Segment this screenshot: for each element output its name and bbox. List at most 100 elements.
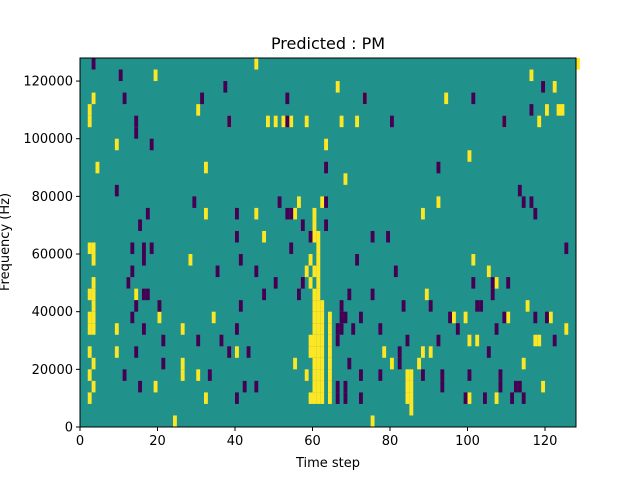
- heatmap-cell-low: [479, 300, 484, 312]
- heatmap-cell-high: [436, 196, 441, 208]
- heatmap-cell-high: [91, 300, 96, 312]
- heatmap-cell-high: [134, 288, 139, 301]
- heatmap-cell-high: [328, 380, 332, 393]
- heatmap-cell-high: [328, 346, 332, 358]
- heatmap-cell-high: [87, 242, 92, 255]
- heatmap-cells: [87, 58, 580, 427]
- y-tick-label: 80000: [32, 190, 73, 205]
- heatmap-cell-high: [316, 242, 321, 255]
- heatmap-cell-high: [297, 196, 301, 208]
- heatmap-cell-high: [308, 346, 313, 358]
- heatmap-cell-high: [409, 380, 414, 393]
- heatmap-cell-high: [304, 265, 309, 278]
- heatmap-cell-low: [545, 311, 549, 324]
- heatmap-cell-high: [91, 380, 96, 393]
- heatmap-cell-high: [87, 104, 92, 116]
- heatmap-cell-low: [324, 196, 329, 208]
- heatmap-cell-high: [328, 334, 332, 347]
- heatmap-cell-low: [246, 346, 251, 358]
- heatmap-cell-high: [316, 380, 321, 393]
- heatmap-cell-high: [180, 357, 185, 370]
- heatmap-cell-low: [235, 207, 239, 220]
- heatmap-cell-low: [564, 242, 569, 255]
- heatmap-cell-high: [552, 81, 557, 93]
- heatmap-cell-low: [335, 334, 340, 347]
- heatmap-cell-high: [320, 323, 325, 335]
- heatmap-cell-low: [359, 369, 363, 381]
- heatmap-cell-high: [312, 380, 317, 393]
- heatmap-cell-high: [266, 115, 270, 128]
- heatmap-cell-low: [343, 380, 348, 393]
- heatmap-cell-high: [273, 115, 278, 128]
- y-tick-label: 60000: [32, 248, 73, 263]
- heatmap-cell-high: [537, 115, 542, 128]
- heatmap-cell-low: [428, 300, 433, 312]
- heatmap-cell-low: [238, 300, 243, 312]
- heatmap-cell-high: [417, 357, 422, 370]
- heatmap-cell-low: [134, 300, 139, 312]
- heatmap-cell-high: [486, 265, 491, 278]
- heatmap-cell-high: [173, 415, 177, 427]
- heatmap-cell-low: [192, 196, 197, 208]
- heatmap-cell-low: [285, 115, 290, 128]
- heatmap-cell-high: [91, 277, 96, 289]
- heatmap-cell-high: [328, 323, 332, 335]
- y-tick-label: 0: [65, 421, 73, 436]
- x-tick-label: 120: [533, 434, 558, 449]
- heatmap-cell-high: [312, 346, 317, 358]
- heatmap-cell-low: [227, 346, 232, 358]
- heatmap-cell-high: [312, 265, 317, 278]
- heatmap-cell-high: [180, 369, 185, 381]
- heatmap-cell-high: [316, 288, 321, 301]
- heatmap-cell-high: [312, 300, 317, 312]
- heatmap-cell-low: [238, 254, 243, 266]
- heatmap-cell-high: [316, 369, 321, 381]
- heatmap-cell-low: [157, 300, 162, 312]
- heatmap-cell-low: [335, 380, 340, 393]
- heatmap-cell-low: [223, 81, 228, 93]
- heatmap-cell-low: [390, 115, 394, 128]
- heatmap-cell-high: [114, 138, 119, 151]
- heatmap-cell-high: [548, 311, 553, 324]
- heatmap-cell-high: [494, 392, 499, 404]
- heatmap-cell-high: [91, 254, 96, 266]
- heatmap-cell-low: [421, 369, 425, 381]
- heatmap-cell-low: [134, 127, 139, 139]
- heatmap-cell-high: [316, 300, 321, 312]
- heatmap-cell-low: [436, 161, 441, 174]
- heatmap-cell-high: [475, 334, 480, 347]
- heatmap-cell-low: [517, 184, 522, 197]
- heatmap-cell-high: [87, 288, 92, 301]
- heatmap-cell-low: [235, 392, 239, 404]
- heatmap-cell-low: [215, 265, 220, 278]
- heatmap-cell-high: [312, 288, 317, 301]
- heatmap-cell-low: [359, 392, 363, 404]
- heatmap-cell-low: [490, 277, 495, 289]
- heatmap-cell-low: [436, 334, 441, 347]
- heatmap-cell-high: [320, 392, 325, 404]
- heatmap-cell-low: [498, 380, 503, 393]
- heatmap-cell-low: [118, 69, 123, 82]
- heatmap-cell-low: [289, 207, 294, 220]
- heatmap-cell-high: [114, 323, 119, 335]
- heatmap-cell-high: [316, 254, 321, 266]
- x-tick-label: 40: [227, 434, 244, 449]
- heatmap-cell-low: [114, 184, 119, 197]
- heatmap-cell-low: [242, 380, 247, 393]
- heatmap-cell-high: [235, 346, 239, 358]
- heatmap-cell-high: [335, 81, 340, 93]
- heatmap-cell-low: [533, 207, 538, 220]
- heatmap-cell-low: [161, 334, 166, 347]
- heatmap-cell-low: [235, 230, 239, 243]
- heatmap-cell-low: [142, 288, 146, 301]
- heatmap-cell-low: [339, 300, 344, 312]
- heatmap-cell-high: [560, 104, 565, 116]
- heatmap-cell-high: [87, 323, 92, 335]
- heatmap-cell-high: [424, 288, 429, 301]
- heatmap-cell-high: [328, 357, 332, 370]
- heatmap-cell-high: [494, 277, 499, 289]
- heatmap-cell-low: [138, 219, 143, 231]
- heatmap-cell-high: [91, 288, 96, 301]
- heatmap-cell-low: [471, 92, 476, 105]
- heatmap-cell-low: [254, 265, 259, 278]
